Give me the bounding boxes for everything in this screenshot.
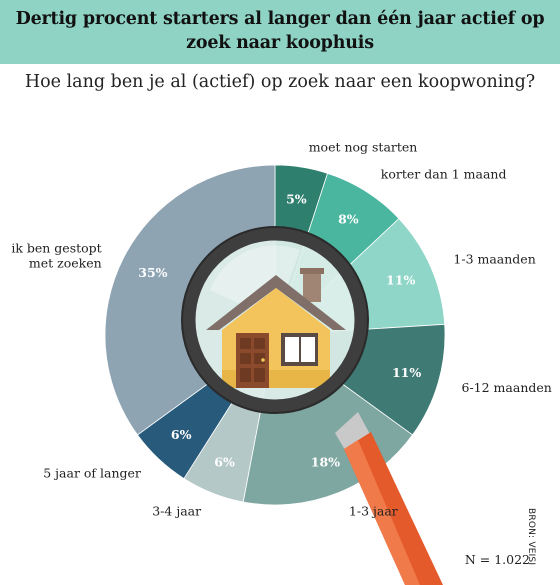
value-label-3-4-jaar: 6% xyxy=(214,454,235,469)
source-credit: BRON: VEISI xyxy=(526,508,536,566)
value-label-5-jaar-of-langer: 6% xyxy=(171,427,192,442)
chart-subtitle: Hoe lang ben je al (actief) op zoek naar… xyxy=(24,72,536,92)
value-label-1-3-jaar: 18% xyxy=(311,454,340,469)
value-label-moet-nog-starten: 5% xyxy=(286,192,307,207)
category-label-ik-ben-gestopt-met-zoeken: ik ben gestopt met zoeken xyxy=(11,241,101,271)
category-label-moet-nog-starten: moet nog starten xyxy=(309,139,418,154)
value-label-ik-ben-gestopt-met-zoeken: 35% xyxy=(138,265,167,280)
sample-size: N = 1.022 xyxy=(464,552,530,567)
category-labels: moet nog starten korter dan 1 maand 1-3 ma… xyxy=(11,139,551,518)
chart-title: Dertig procent starters al langer dan éé… xyxy=(15,9,545,53)
house-icon xyxy=(206,268,346,388)
category-label-5-jaar-of-langer: 5 jaar of langer xyxy=(43,466,141,481)
value-label-korter-dan-1-maand: 8% xyxy=(338,211,359,226)
magnifier-handle xyxy=(335,412,443,585)
title-banner: Dertig procent starters al langer dan éé… xyxy=(0,0,560,64)
category-label-1-3-maanden: 1-3 maanden xyxy=(453,252,535,267)
value-label-6-12-maanden: 11% xyxy=(392,365,421,380)
value-labels: 5% 8% 11% 11% 18% 6% 6% 35% xyxy=(138,192,421,470)
category-label-6-12-maanden: 6-12 maanden xyxy=(462,380,552,395)
category-label-3-4-jaar: 3-4 jaar xyxy=(152,504,201,519)
value-label-1-3-maanden: 11% xyxy=(386,273,415,288)
magnifying-glass-icon xyxy=(181,226,443,585)
category-label-korter-dan-1-maand: korter dan 1 maand xyxy=(381,167,507,182)
category-label-1-3-jaar: 1-3 jaar xyxy=(349,504,398,519)
